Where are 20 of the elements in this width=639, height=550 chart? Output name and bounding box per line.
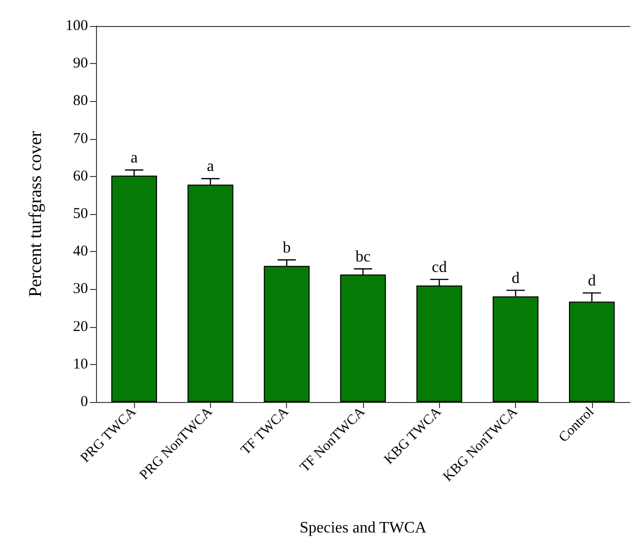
y-tick-label: 70	[73, 130, 88, 147]
y-tick-label: 20	[73, 318, 88, 335]
y-tick-label: 90	[73, 56, 88, 72]
annotation: a	[130, 150, 138, 167]
y-tick-label: 40	[73, 244, 88, 260]
y-axis-title: Percent turfgrass cover	[25, 131, 45, 297]
y-tick-label: 10	[73, 356, 88, 372]
y-tick-label: 30	[73, 281, 88, 298]
y-tick-label: 80	[73, 93, 88, 110]
y-tick-label: 100	[66, 18, 88, 34]
annotation: a	[206, 158, 214, 176]
y-tick-label: 60	[73, 168, 88, 184]
annotation: b	[282, 239, 291, 256]
annotation: cd	[432, 258, 447, 276]
annotation: d	[512, 270, 520, 287]
x-axis-title: Species and TWCA	[300, 520, 427, 536]
y-tick-label: 50	[73, 206, 88, 222]
annotation: bc	[355, 248, 371, 266]
annotation: d	[588, 272, 596, 290]
y-tick-label: 0	[80, 394, 88, 410]
